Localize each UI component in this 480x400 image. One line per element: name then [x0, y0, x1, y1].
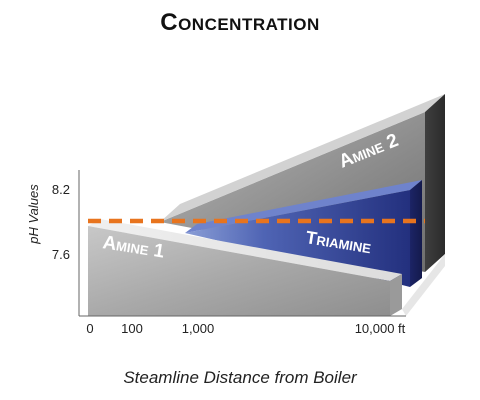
- x-tick-label: 0: [86, 321, 93, 336]
- series-amine-1: Amine 1: [88, 219, 402, 316]
- x-axis-label: Steamline Distance from Boiler: [123, 368, 358, 387]
- y-tick-labels: 8.2 7.6: [52, 182, 70, 262]
- amine-2-top-edge: [160, 94, 445, 222]
- amine-1-front-face: [88, 226, 390, 316]
- y-tick-label: 8.2: [52, 182, 70, 197]
- floor-shadow: [402, 254, 445, 316]
- y-axis-label: pH Values: [26, 184, 41, 245]
- amine-2-side-face: [425, 94, 445, 272]
- triamine-front-face: [185, 190, 410, 287]
- amine-1-top-face: [88, 219, 402, 281]
- x-tick-label: 10,000 ft: [355, 321, 406, 336]
- y-tick-label: 7.6: [52, 247, 70, 262]
- triamine-side-face: [410, 180, 422, 287]
- x-tick-label: 1,000: [182, 321, 215, 336]
- chart-title: Concentration: [160, 9, 320, 36]
- amine-1-side-face: [390, 274, 402, 316]
- x-tick-label: 100: [121, 321, 143, 336]
- x-tick-labels: 0 100 1,000 10,000 ft: [86, 321, 405, 336]
